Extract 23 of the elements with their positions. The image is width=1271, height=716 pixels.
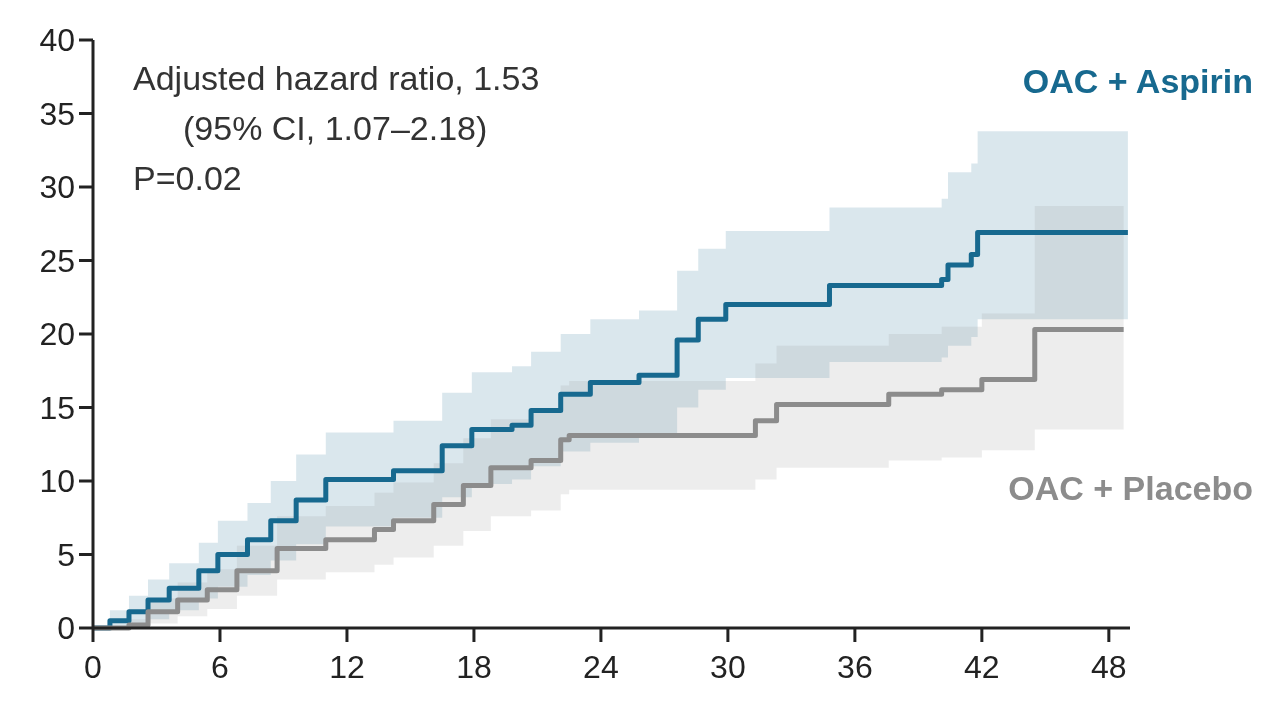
x-tick-label: 24 [583,649,619,685]
x-tick-label: 12 [329,649,365,685]
x-tick-label: 36 [837,649,873,685]
annotation: (95% CI, 1.07–2.18) [183,109,488,147]
x-tick-label: 6 [211,649,229,685]
text: OAC + Aspirin [1022,62,1253,101]
y-tick-label: 35 [39,95,75,132]
x-tick-label: 30 [710,649,746,685]
y-tick-label: 20 [39,316,75,352]
x-tick-label: 42 [964,649,1000,685]
text: OAC + Placebo [1008,468,1253,507]
y-tick-label: 40 [39,22,75,58]
x-tick-label: 48 [1091,649,1127,685]
y-tick-label: 25 [39,242,75,279]
annotation: P=0.02 [133,159,242,197]
x-tick-label: 0 [84,649,102,685]
x-tick-label: 18 [456,649,492,685]
y-tick-label: 30 [39,169,75,205]
y-tick-label: 10 [39,463,75,499]
y-tick-label: 0 [57,610,75,646]
annotation: Adjusted hazard ratio, 1.53 [133,59,540,97]
y-tick-label: 5 [57,536,75,573]
y-tick-label: 15 [39,389,75,426]
